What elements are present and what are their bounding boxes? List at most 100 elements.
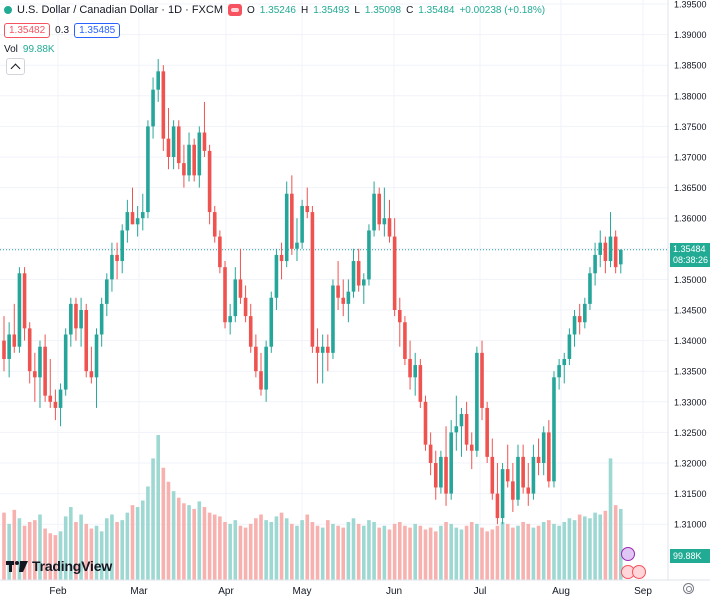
volume-bar: [464, 525, 469, 580]
volume-bar: [480, 527, 484, 580]
candle-body: [115, 254, 119, 262]
time-tick-label: Feb: [49, 586, 67, 597]
low-label: L: [354, 4, 360, 16]
volume-label[interactable]: Vol: [4, 44, 18, 55]
volume-legend: Vol 99.88K: [4, 44, 55, 55]
volume-bar: [619, 508, 623, 580]
volume-bar: [89, 528, 94, 580]
volume-bar: [351, 518, 356, 580]
candle-body: [428, 444, 433, 463]
collapse-legend-button[interactable]: [6, 58, 25, 75]
volume-bar: [69, 507, 73, 580]
candle-body: [392, 236, 397, 310]
candle-body: [140, 212, 145, 219]
volume-bar: [557, 525, 561, 580]
volume-bar: [279, 512, 284, 580]
volume-bar: [94, 525, 99, 580]
volume-bar: [485, 531, 489, 580]
lightning-event-icon[interactable]: [621, 547, 635, 561]
candle-body: [439, 456, 443, 488]
candle-body: [243, 297, 248, 317]
candle-body: [197, 132, 202, 176]
candle-body: [166, 138, 171, 157]
volume-bar: [444, 522, 448, 580]
tradingview-logo[interactable]: TradingView: [6, 558, 112, 574]
candle-body: [382, 218, 387, 225]
volume-bar: [243, 527, 248, 580]
volume-bar: [547, 520, 551, 580]
candle-body: [305, 205, 310, 213]
buy-button[interactable]: 1.35485: [74, 23, 121, 38]
volume-bar: [135, 507, 140, 580]
volume-bar: [526, 523, 531, 580]
candle-body: [295, 242, 299, 249]
volume-bar: [248, 523, 253, 580]
candle-body: [218, 236, 222, 268]
price-tick-label: 1.35000: [674, 275, 707, 285]
volume-bar: [79, 514, 83, 580]
volume-bar: [2, 512, 6, 580]
candle-body: [74, 303, 78, 329]
candle-body: [469, 444, 474, 451]
volume-bar: [27, 522, 32, 580]
volume-bar: [572, 520, 577, 580]
candle-body: [207, 150, 212, 213]
volume-bar: [259, 514, 263, 580]
time-axis[interactable]: Feb Mar Apr May Jun Jul Aug Sep: [49, 586, 652, 597]
volume-bar: [454, 527, 459, 580]
volume-bar: [17, 518, 22, 580]
candle-body: [511, 481, 515, 500]
candle-body: [449, 432, 453, 494]
volume-bar: [577, 514, 582, 580]
candle-body: [274, 254, 279, 298]
candle-body: [105, 279, 109, 304]
candle-body: [269, 297, 274, 347]
volume-bar: [22, 525, 27, 580]
candle-body: [264, 346, 268, 390]
settings-gear-icon[interactable]: [683, 583, 694, 594]
volume-bar: [346, 522, 351, 580]
volume-value: 99.88K: [22, 44, 55, 55]
volume-bar: [202, 507, 207, 580]
candle-body: [608, 236, 613, 262]
candle-body: [315, 346, 320, 353]
close-value: 1.35484: [418, 4, 455, 16]
candle-body: [505, 469, 510, 482]
volume-bar: [377, 527, 382, 580]
time-tick-label: Aug: [552, 586, 570, 597]
volume-bar: [53, 535, 58, 580]
sell-button[interactable]: 1.35482: [4, 23, 51, 38]
volume-bar: [218, 516, 222, 580]
candle-body: [290, 193, 294, 249]
volume-bar: [362, 525, 366, 580]
volume-bar: [608, 458, 613, 580]
candle-body: [202, 132, 207, 151]
close-label: C: [406, 4, 414, 16]
price-tick-label: 1.39500: [674, 0, 707, 10]
volume-bar: [99, 531, 104, 580]
news-flag-icon[interactable]: [228, 4, 243, 16]
price-tick-label: 1.33000: [674, 397, 707, 407]
candle-body: [547, 432, 551, 482]
volume-bar: [536, 525, 541, 580]
volume-bar: [284, 518, 289, 580]
volume-bar: [176, 497, 181, 580]
candle-body: [331, 285, 335, 353]
volume-bar: [38, 514, 42, 580]
candle-body: [603, 242, 608, 262]
volume-bar: [516, 525, 520, 580]
low-value: 1.35098: [364, 4, 402, 16]
volume-bar: [459, 529, 464, 580]
candle-body: [120, 230, 125, 262]
symbol-title[interactable]: U.S. Dollar / Canadian Dollar · 1D · FXC…: [17, 4, 224, 16]
volume-bar: [382, 525, 387, 580]
volume-bar: [413, 523, 417, 580]
volume-bar: [541, 522, 546, 580]
volume-bar: [310, 522, 315, 580]
volume-bar: [151, 458, 155, 580]
volume-bar: [300, 520, 304, 580]
ca-flag-event-icon[interactable]: [632, 565, 646, 579]
price-axis[interactable]: 1.39500 1.39000 1.38500 1.38000 1.37500 1.370…: [0, 0, 710, 581]
candle-body: [526, 487, 531, 494]
